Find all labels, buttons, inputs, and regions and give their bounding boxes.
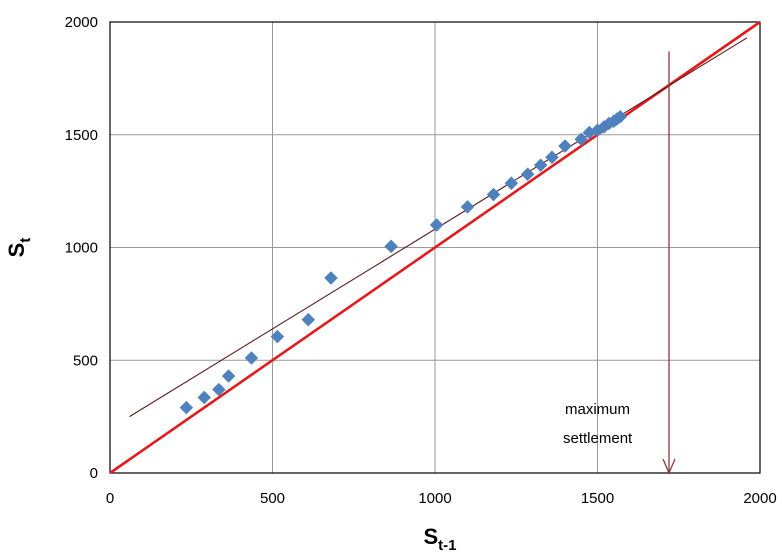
y-tick-label: 1000 xyxy=(65,240,98,257)
y-tick-label: 0 xyxy=(90,465,98,482)
y-axis-title-subscript: t xyxy=(17,238,34,243)
y-tick-label: 1500 xyxy=(65,127,98,144)
data-point xyxy=(429,218,444,232)
one-to-one-line xyxy=(109,20,761,475)
data-point xyxy=(212,382,226,397)
data-point xyxy=(197,390,212,405)
x-tick-label: 1000 xyxy=(418,490,451,507)
y-axis-tick-labels: 0 500 1000 1500 2000 xyxy=(65,14,98,482)
data-point xyxy=(301,312,316,327)
annotation-text-line-2: settlement xyxy=(563,430,633,447)
data-point xyxy=(270,329,285,344)
plot-area-frame xyxy=(109,21,761,474)
data-point xyxy=(486,187,501,202)
data-point xyxy=(179,400,194,415)
max-settlement-annotation: maximum settlement xyxy=(563,51,676,475)
data-point xyxy=(244,351,259,365)
data-point xyxy=(221,369,236,383)
x-axis-title: St-1 xyxy=(423,524,456,553)
data-point xyxy=(504,176,519,191)
data-point xyxy=(384,239,398,254)
y-axis-title-main: S xyxy=(4,243,29,258)
data-point xyxy=(613,109,628,124)
data-point xyxy=(545,150,559,165)
x-axis-title-subscript: t-1 xyxy=(438,537,456,553)
data-point xyxy=(574,132,589,147)
data-point xyxy=(324,271,338,285)
y-axis-title: St xyxy=(4,238,34,258)
x-tick-label: 2000 xyxy=(743,490,776,507)
data-point xyxy=(533,158,548,173)
x-axis-title-main: S xyxy=(423,524,438,549)
x-axis-tick-labels: 0 500 1000 1500 2000 xyxy=(106,490,777,507)
data-point xyxy=(520,167,535,182)
x-tick-label: 500 xyxy=(260,490,285,507)
y-tick-label: 2000 xyxy=(65,14,98,31)
y-tick-label: 500 xyxy=(73,352,98,369)
data-point xyxy=(460,200,475,214)
x-tick-label: 1500 xyxy=(581,490,614,507)
annotation-text-line-1: maximum xyxy=(565,401,630,418)
data-point xyxy=(558,139,572,153)
x-tick-label: 0 xyxy=(106,490,114,507)
data-points xyxy=(179,109,628,415)
annotation-arrow-head xyxy=(662,458,676,475)
